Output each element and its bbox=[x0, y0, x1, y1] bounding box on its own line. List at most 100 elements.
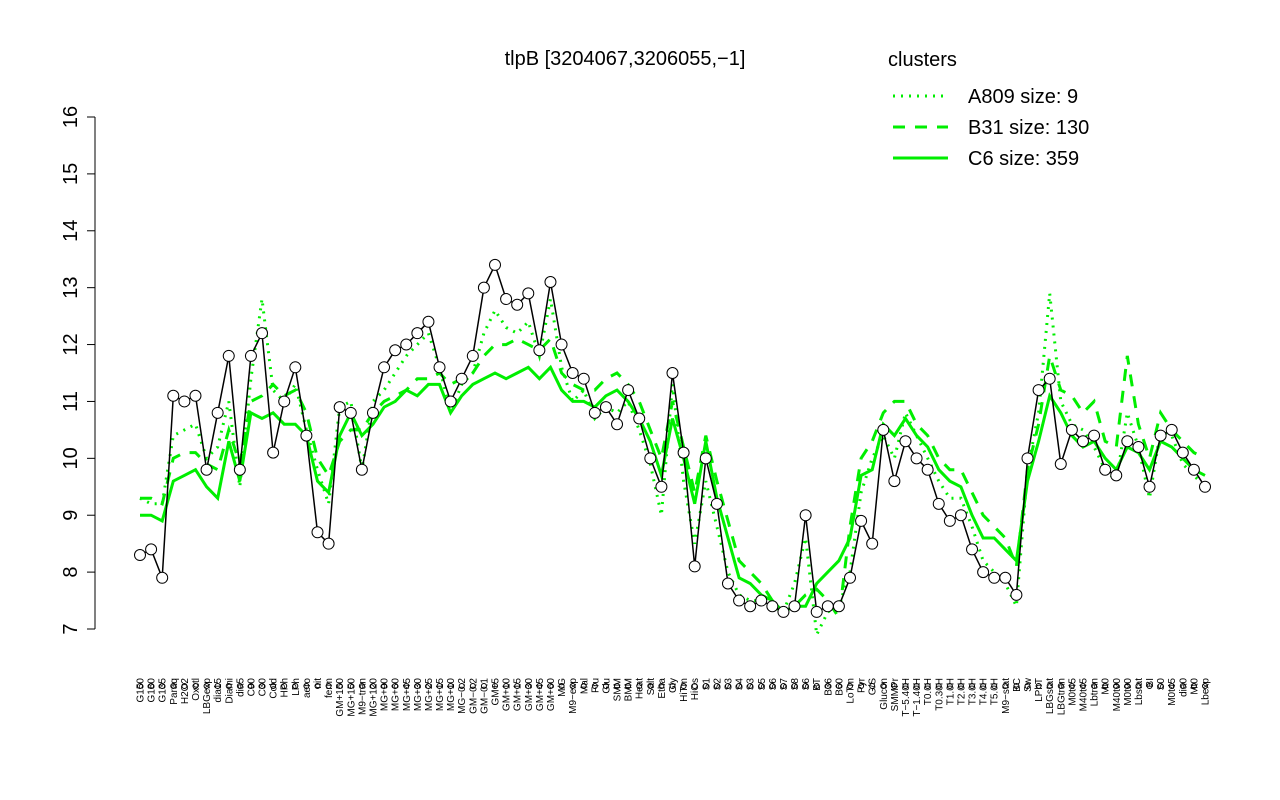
point bbox=[267, 446, 280, 459]
point bbox=[544, 275, 557, 288]
x-tick-label: MG+90 bbox=[380, 678, 391, 712]
point bbox=[1165, 423, 1178, 436]
x-tick-mark bbox=[458, 683, 465, 689]
point bbox=[278, 395, 291, 408]
x-tick-mark bbox=[858, 683, 865, 689]
x-tick-mark bbox=[447, 683, 454, 689]
x-tick-label: GM+45 bbox=[535, 678, 546, 712]
x-tick-label: LBGexp bbox=[202, 678, 213, 715]
point bbox=[733, 594, 746, 607]
x-tick-label: B60 bbox=[834, 678, 845, 696]
point bbox=[1132, 440, 1145, 453]
cluster-line bbox=[139, 293, 1207, 640]
x-tick-mark bbox=[1046, 683, 1053, 689]
x-tick-label: M9−tran bbox=[357, 678, 368, 715]
x-tick-mark bbox=[614, 683, 621, 689]
x-tick-label: S7 bbox=[779, 678, 790, 691]
x-tick-label: Mal bbox=[579, 678, 590, 694]
x-tick-mark bbox=[691, 683, 698, 689]
x-tick-mark bbox=[1113, 683, 1120, 689]
x-tick-label: MG+120 bbox=[368, 678, 379, 717]
point bbox=[167, 389, 180, 402]
x-tick-label: M9−stat bbox=[1001, 678, 1012, 714]
y-tick-label: 7 bbox=[60, 623, 82, 634]
x-tick-label: BC bbox=[1012, 678, 1023, 692]
x-tick-label: Heat bbox=[635, 678, 646, 699]
point bbox=[954, 509, 967, 522]
point bbox=[244, 349, 257, 362]
x-tick-mark bbox=[137, 683, 143, 689]
point bbox=[189, 389, 202, 402]
x-tick-mark bbox=[702, 683, 709, 689]
x-tick-mark bbox=[192, 683, 199, 689]
x-tick-mark bbox=[736, 683, 743, 689]
x-tick-label: Gly bbox=[668, 678, 679, 693]
point bbox=[378, 361, 391, 374]
x-tick-label: Salt bbox=[646, 678, 657, 695]
x-tick-mark bbox=[625, 683, 632, 689]
point bbox=[1043, 372, 1056, 385]
x-tick-mark bbox=[758, 683, 765, 689]
x-tick-mark bbox=[170, 683, 177, 689]
x-tick-mark bbox=[802, 683, 809, 689]
x-tick-label: G/S bbox=[868, 678, 879, 696]
legend-label: B31 size: 130 bbox=[968, 117, 1089, 139]
point bbox=[300, 429, 313, 442]
point bbox=[1065, 423, 1078, 436]
y-tick-label: 15 bbox=[60, 163, 82, 185]
point bbox=[710, 497, 723, 510]
point bbox=[178, 395, 191, 408]
x-tick-label: T−1.40H bbox=[912, 678, 923, 717]
point bbox=[744, 600, 757, 613]
chart-title: tlpB [3204067,3206055,−1] bbox=[505, 48, 746, 70]
x-tick-label: B36 bbox=[823, 678, 834, 696]
x-tick-label: H2O2 bbox=[180, 678, 191, 705]
x-tick-label: Pyr bbox=[857, 677, 868, 693]
x-tick-mark bbox=[469, 683, 476, 689]
point bbox=[1121, 435, 1134, 448]
x-tick-label: S5 bbox=[757, 678, 768, 691]
x-tick-label: S6 bbox=[801, 678, 812, 691]
point bbox=[511, 298, 524, 311]
x-tick-label: S4 bbox=[735, 678, 746, 691]
x-tick-mark bbox=[724, 683, 731, 689]
x-tick-label: GM+15 bbox=[513, 678, 524, 712]
y-tick-label: 14 bbox=[60, 220, 82, 242]
y-tick-label: 13 bbox=[60, 277, 82, 299]
point bbox=[1187, 463, 1200, 476]
x-tick-label: T3.0H bbox=[968, 678, 979, 705]
x-tick-mark bbox=[270, 683, 277, 689]
point bbox=[899, 435, 912, 448]
x-tick-label: GM−0.1 bbox=[479, 678, 490, 714]
x-tick-mark bbox=[425, 683, 432, 689]
x-tick-mark bbox=[791, 683, 798, 689]
point bbox=[810, 605, 823, 618]
point bbox=[1054, 458, 1067, 471]
point bbox=[566, 367, 579, 379]
x-tick-label: M9−exp bbox=[568, 678, 579, 714]
x-tick-label: T−5.40H bbox=[901, 678, 912, 717]
x-tick-mark bbox=[1057, 683, 1064, 689]
x-tick-label: Diami bbox=[224, 678, 235, 704]
x-tick-label: Glucon bbox=[879, 678, 890, 710]
x-tick-mark bbox=[580, 683, 587, 689]
x-tick-label: SMMPr bbox=[890, 677, 901, 711]
x-tick-mark bbox=[181, 683, 188, 689]
x-tick-label: S1 bbox=[701, 678, 712, 691]
x-tick-label: M40t45 bbox=[1078, 678, 1089, 712]
point bbox=[577, 372, 590, 385]
point bbox=[444, 395, 457, 408]
point bbox=[910, 452, 923, 465]
x-tick-label: MG+60 bbox=[391, 678, 402, 712]
y-tick-label: 11 bbox=[60, 391, 82, 412]
x-tick-mark bbox=[1124, 683, 1131, 689]
x-tick-label: LPh bbox=[291, 678, 302, 696]
x-tick-mark bbox=[747, 683, 754, 689]
x-tick-label: dia5 bbox=[235, 678, 246, 697]
x-tick-mark bbox=[247, 683, 254, 689]
point bbox=[1143, 480, 1156, 493]
x-tick-label: Mt0 bbox=[1101, 678, 1112, 695]
x-tick-label: M/G bbox=[557, 678, 568, 697]
x-tick-label: ferm bbox=[324, 678, 335, 698]
x-tick-mark bbox=[225, 683, 232, 689]
